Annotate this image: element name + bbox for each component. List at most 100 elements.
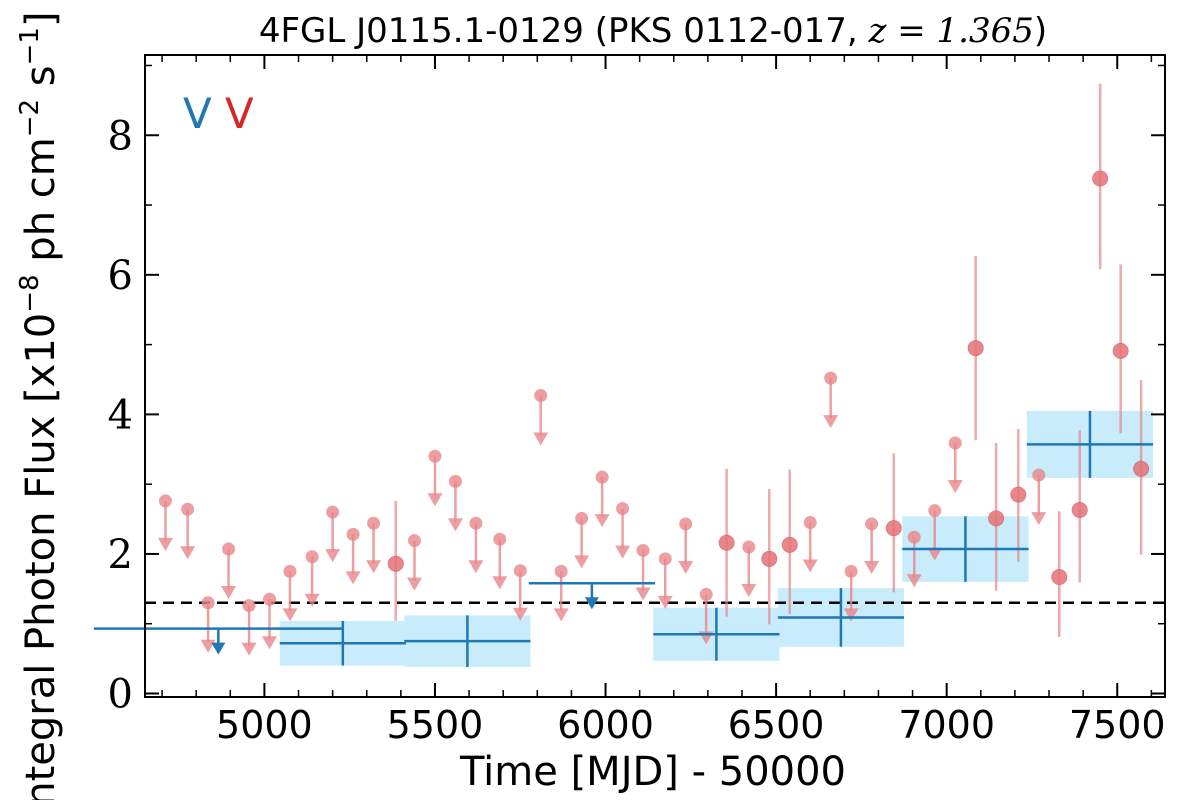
short-bin-upper-limit-arrow <box>678 560 694 574</box>
x-tick-label: 7000 <box>898 703 995 747</box>
short-bin-upper-limit-arrow <box>864 560 880 574</box>
short-bin-upper-limit-marker <box>699 587 713 601</box>
short-bin-upper-limit-arrow <box>492 576 508 590</box>
short-bin-upper-limit-arrow <box>553 608 569 622</box>
short-bin-upper-limit-marker <box>907 530 921 544</box>
short-bin-upper-limit-marker <box>803 516 817 530</box>
short-bin-upper-limit-marker <box>948 436 962 450</box>
short-bin-upper-limit-marker <box>263 592 277 606</box>
short-bin-upper-limit-arrow <box>823 415 839 429</box>
y-tick-label: 4 <box>108 392 133 438</box>
short-bin-upper-limit-arrow <box>512 607 528 621</box>
short-bin-upper-limit-arrow <box>947 479 963 493</box>
short-bin-upper-limit-arrow <box>241 642 257 656</box>
short-bin-point <box>781 536 798 553</box>
short-bin-upper-limit-arrow <box>615 545 631 559</box>
short-bin-upper-limit-arrow <box>635 587 651 601</box>
y-axis-label: Integral Photon Flux [x10−8 ph cm−2 s−1] <box>15 11 64 800</box>
plot-frame <box>144 54 1166 698</box>
short-bin-point <box>1092 170 1109 187</box>
long-bin-upper-limit-arrow <box>584 597 599 610</box>
short-bin-upper-limit-arrow <box>366 560 382 574</box>
short-bin-point <box>988 510 1005 527</box>
short-bin-upper-limit-marker <box>493 532 507 546</box>
short-bin-upper-limit-marker <box>367 516 381 530</box>
long-bin-upper-limit-arrow <box>211 642 226 655</box>
short-bin-upper-limit-marker <box>824 371 838 385</box>
y-tick-label: 6 <box>108 253 133 299</box>
short-bin-point <box>1010 486 1027 503</box>
short-bin-upper-limit-arrow <box>927 547 943 561</box>
y-tick-label: 2 <box>108 532 133 578</box>
x-axis-label: Time [MJD] - 50000 <box>459 749 846 795</box>
short-bin-upper-limit-arrow <box>180 546 196 560</box>
short-bin-upper-limit-marker <box>534 389 548 403</box>
short-bin-upper-limit-marker <box>1032 468 1046 482</box>
short-bin-upper-limit-marker <box>469 516 483 530</box>
short-bin-upper-limit-arrow <box>1031 512 1047 526</box>
short-bin-point <box>1051 568 1068 585</box>
short-bin-upper-limit-marker <box>201 596 215 610</box>
short-bin-upper-limit-arrow <box>906 574 922 588</box>
x-tick-label: 5000 <box>216 703 313 747</box>
short-bin-upper-limit-marker <box>554 564 568 578</box>
short-bin-upper-limit-marker <box>575 511 589 525</box>
short-bin-upper-limit-arrow <box>200 639 216 653</box>
short-bin-upper-limit-marker <box>407 534 421 548</box>
short-bin-upper-limit-arrow <box>221 586 237 600</box>
short-bin-upper-limit-marker <box>636 543 650 557</box>
short-bin-upper-limit-marker <box>181 502 195 516</box>
short-bin-upper-limit-marker <box>222 542 236 556</box>
short-bin-upper-limit-arrow <box>427 493 443 507</box>
axis-ticks: 5000 5500 6000 6500 7000 7500 0 2 4 6 8 <box>108 55 1166 747</box>
short-bin-upper-limit-arrow <box>157 537 173 551</box>
legend-short-bins: V <box>225 89 254 138</box>
short-bin-upper-limit-marker <box>158 494 172 508</box>
y-tick-label: 0 <box>108 672 133 718</box>
short-bin-upper-limit-arrow <box>406 577 422 591</box>
long-bin-series <box>93 410 1154 667</box>
short-bin-upper-limit-marker <box>513 564 527 578</box>
short-bin-upper-limit-arrow <box>574 555 590 569</box>
short-bin-upper-limit-marker <box>928 504 942 518</box>
short-bin-upper-limit-arrow <box>468 560 484 574</box>
short-bin-upper-limit-arrow <box>802 559 818 573</box>
x-tick-label: 6000 <box>557 703 654 747</box>
short-bin-upper-limit-marker <box>616 502 630 516</box>
short-bin-upper-limit-marker <box>305 550 319 564</box>
short-bin-upper-limit-arrow <box>533 432 549 446</box>
short-bin-upper-limit-arrow <box>262 636 278 650</box>
short-bin-upper-limit-marker <box>658 552 672 566</box>
legend-long-bins: V <box>183 89 212 138</box>
short-bin-upper-limit-marker <box>448 474 462 488</box>
short-bin-upper-limit-marker <box>346 527 360 541</box>
short-bin-point <box>718 534 735 551</box>
short-bin-upper-limit-marker <box>242 599 256 613</box>
short-bin-upper-limit-arrow <box>325 549 341 563</box>
x-tick-label: 6500 <box>728 703 825 747</box>
short-bin-upper-limit-arrow <box>304 593 320 607</box>
short-bin-upper-limit-arrow <box>741 583 757 597</box>
short-bin-point <box>761 550 778 567</box>
x-tick-label: 5500 <box>387 703 484 747</box>
short-bin-upper-limit-marker <box>865 517 879 531</box>
short-bin-point <box>885 520 902 537</box>
short-bin-upper-limit-arrow <box>843 608 859 622</box>
short-bin-series <box>157 83 1150 656</box>
y-tick-label: 8 <box>108 113 133 159</box>
chart-title: 4FGL J0115.1-0129 (PKS 0112-017, z = 1.3… <box>259 11 1047 51</box>
short-bin-point <box>1071 501 1088 518</box>
short-bin-upper-limit-marker <box>679 517 693 531</box>
x-tick-label: 7500 <box>1069 703 1166 747</box>
short-bin-point <box>1133 460 1150 477</box>
short-bin-upper-limit-marker <box>844 564 858 578</box>
short-bin-point <box>387 555 404 572</box>
short-bin-upper-limit-arrow <box>282 608 298 622</box>
short-bin-upper-limit-marker <box>283 564 297 578</box>
short-bin-point <box>967 340 984 357</box>
short-bin-upper-limit-arrow <box>594 514 610 528</box>
short-bin-upper-limit-marker <box>326 505 340 519</box>
short-bin-upper-limit-arrow <box>447 518 463 532</box>
short-bin-upper-limit-arrow <box>657 595 673 609</box>
